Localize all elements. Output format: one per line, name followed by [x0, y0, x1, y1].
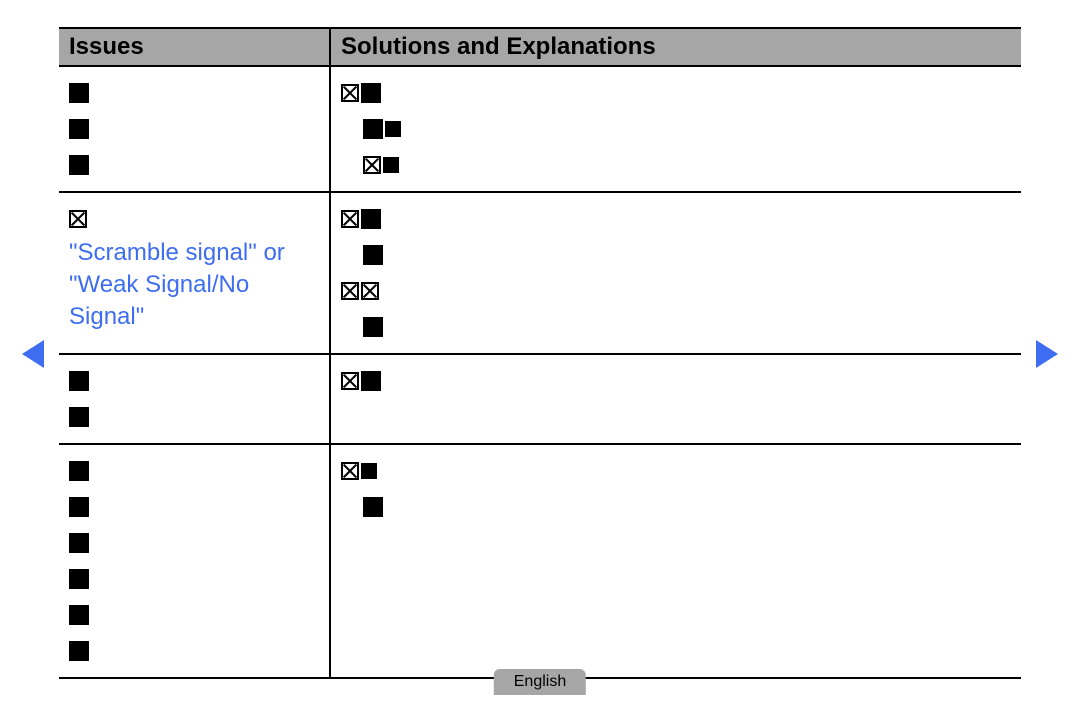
troubleshoot-table: Issues Solutions and Explanations "Scram…	[59, 27, 1021, 679]
issue-cell	[59, 355, 331, 443]
language-label: English	[514, 673, 566, 690]
issue-cell	[59, 445, 331, 677]
issue-link[interactable]: "Weak Signal/No	[69, 269, 319, 301]
redacted-text	[69, 633, 319, 669]
solution-cell	[331, 193, 1021, 353]
redacted-text	[341, 273, 1011, 309]
redacted-text	[69, 453, 319, 489]
chevron-right-icon	[1036, 340, 1058, 368]
redacted-text	[69, 525, 319, 561]
redacted-text	[341, 237, 1011, 273]
issue-link[interactable]: "Scramble signal" or	[69, 237, 319, 269]
header-solutions: Solutions and Explanations	[331, 29, 1021, 65]
redacted-text	[69, 489, 319, 525]
redacted-text	[69, 147, 319, 183]
redacted-text	[341, 309, 1011, 345]
solution-cell	[331, 355, 1021, 443]
redacted-text	[69, 363, 319, 399]
redacted-text	[69, 111, 319, 147]
issue-cell: "Scramble signal" or"Weak Signal/NoSigna…	[59, 193, 331, 353]
redacted-text	[69, 399, 319, 435]
language-indicator[interactable]: English	[494, 669, 586, 695]
chevron-left-icon	[22, 340, 44, 368]
issue-cell	[59, 67, 331, 191]
table-row	[59, 355, 1021, 445]
issue-link[interactable]: Signal"	[69, 301, 319, 333]
redacted-text	[341, 453, 1011, 489]
redacted-text	[341, 147, 1011, 183]
redacted-text	[341, 111, 1011, 147]
nav-prev-button[interactable]	[22, 340, 44, 368]
redacted-text	[341, 201, 1011, 237]
redacted-text	[69, 561, 319, 597]
solution-cell	[331, 67, 1021, 191]
redacted-text	[341, 75, 1011, 111]
table-header-row: Issues Solutions and Explanations	[59, 29, 1021, 67]
redacted-text	[69, 597, 319, 633]
table-row	[59, 445, 1021, 677]
solution-cell	[331, 445, 1021, 677]
header-issues: Issues	[59, 29, 331, 65]
table-row	[59, 67, 1021, 193]
nav-next-button[interactable]	[1036, 340, 1058, 368]
redacted-text	[341, 363, 1011, 399]
redacted-text	[69, 75, 319, 111]
redacted-text	[341, 489, 1011, 525]
table-row: "Scramble signal" or"Weak Signal/NoSigna…	[59, 193, 1021, 355]
